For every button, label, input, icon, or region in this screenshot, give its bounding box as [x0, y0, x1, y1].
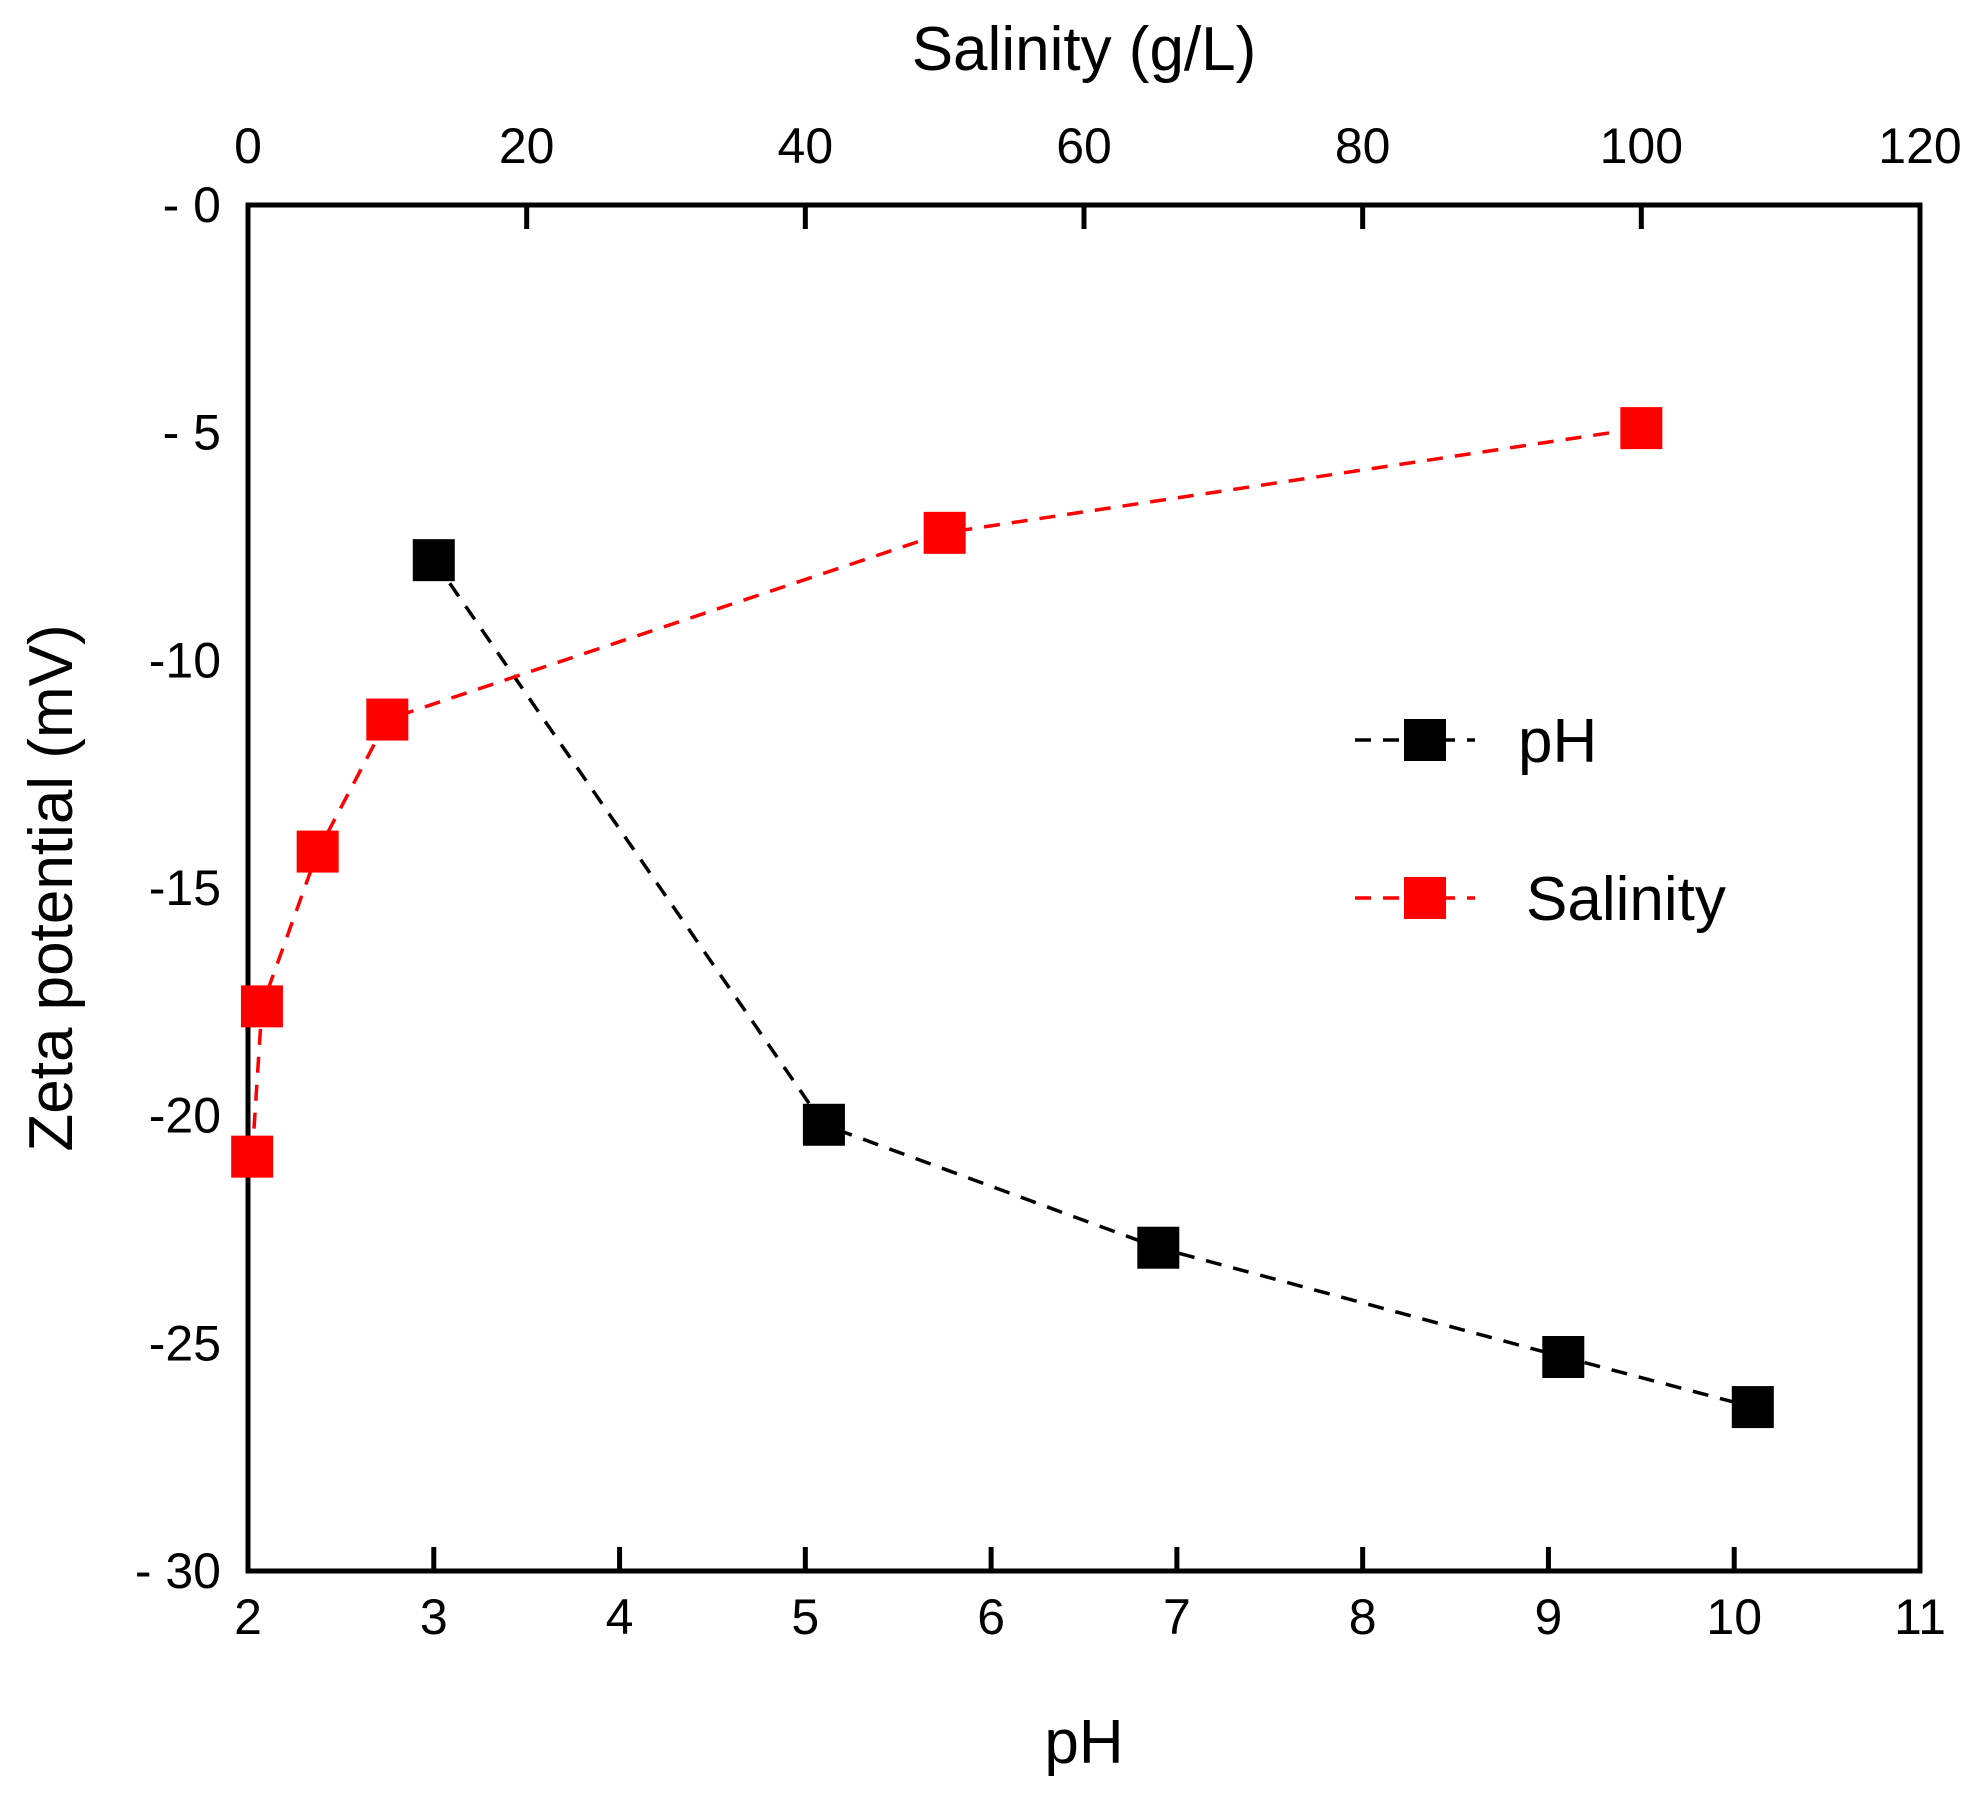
y-tick-label: -25	[149, 1315, 221, 1371]
data-point-salinity	[1620, 407, 1663, 450]
y-tick-label: - 30	[135, 1543, 221, 1599]
x-bottom-tick-label: 5	[791, 1589, 819, 1645]
series-line-ph	[432, 559, 1754, 1409]
data-point-ph	[1731, 1386, 1774, 1429]
legend-entry-ph: pH	[1355, 707, 1597, 776]
data-point-salinity	[296, 830, 339, 873]
axes-layer: 2 3 4 5 6 7 8 9 10 11 0 20 40 60 80 100 120 - 0 - 5 -10 -15 -…	[17, 15, 1962, 1777]
x-bottom-tick-label: 6	[977, 1589, 1005, 1645]
data-point-ph	[1137, 1226, 1180, 1269]
x-top-tick-label: 60	[1056, 118, 1112, 174]
y-tick-label: -20	[149, 1088, 221, 1144]
data-point-ph	[1542, 1335, 1585, 1378]
x-bottom-tick-label: 3	[420, 1589, 448, 1645]
x-top-tick-label: 0	[234, 118, 262, 174]
x-top-tick-label: 100	[1600, 118, 1683, 174]
data-point-salinity	[240, 985, 283, 1028]
x-top-tick-label: 20	[499, 118, 555, 174]
y-tick-label: -10	[149, 632, 221, 688]
x-top-axis-title: Salinity (g/L)	[912, 15, 1257, 84]
x-bottom-tick-label: 9	[1535, 1589, 1563, 1645]
x-bottom-tick-label: 4	[606, 1589, 634, 1645]
legend-marker	[1404, 877, 1446, 919]
legend-entry-salinity: Salinity	[1355, 865, 1726, 934]
series-salinity	[231, 407, 1663, 1178]
x-bottom-tick-label: 10	[1706, 1589, 1762, 1645]
x-top-tick-label: 120	[1878, 118, 1961, 174]
legend: pH Salinity	[1355, 707, 1726, 934]
legend-label: Salinity	[1526, 865, 1726, 934]
x-top-tick-label: 80	[1335, 118, 1391, 174]
data-point-ph	[802, 1103, 845, 1146]
legend-label: pH	[1518, 707, 1597, 776]
y-tick-label: - 0	[163, 177, 221, 233]
x-bottom-axis-title: pH	[1044, 1708, 1123, 1777]
x-bottom-tick-label: 7	[1163, 1589, 1191, 1645]
data-point-salinity	[366, 698, 409, 741]
series-line-salinity	[250, 426, 1642, 1157]
series-layer	[231, 407, 1774, 1429]
x-bottom-tick-label: 2	[234, 1589, 262, 1645]
data-point-ph	[412, 539, 455, 582]
y-axis-title: Zeta potential (mV)	[17, 624, 86, 1151]
data-point-salinity	[231, 1135, 274, 1178]
legend-marker	[1404, 719, 1446, 761]
x-top-tick-label: 40	[778, 118, 834, 174]
series-ph	[412, 539, 1774, 1429]
y-tick-label: - 5	[163, 405, 221, 461]
data-point-salinity	[923, 511, 966, 554]
y-tick-label: -15	[149, 860, 221, 916]
x-bottom-tick-label: 8	[1349, 1589, 1377, 1645]
x-bottom-tick-label: 11	[1894, 1589, 1946, 1645]
